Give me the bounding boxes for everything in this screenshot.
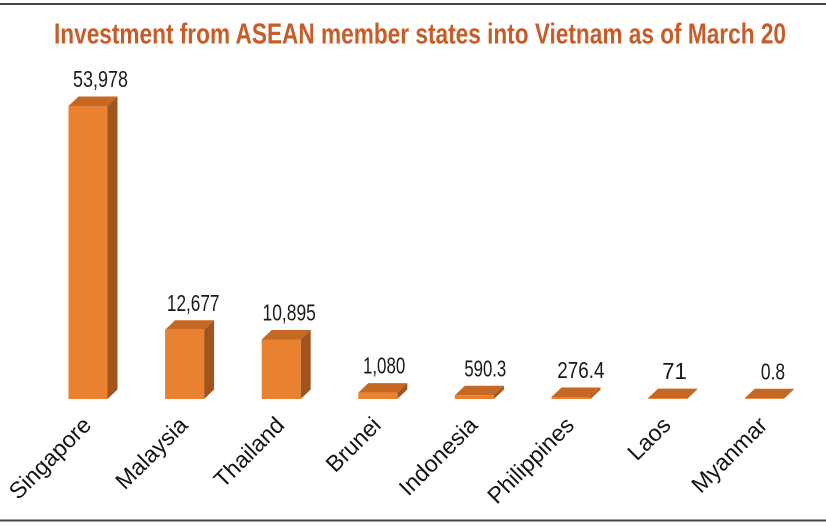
svg-text:10,895: 10,895 — [263, 300, 316, 326]
svg-text:Brunei: Brunei — [320, 412, 385, 477]
svg-text:53,978: 53,978 — [73, 66, 128, 92]
svg-text:Indonesia: Indonesia — [394, 412, 483, 501]
svg-text:12,677: 12,677 — [167, 290, 220, 316]
svg-text:Laos: Laos — [622, 412, 676, 466]
svg-text:71: 71 — [662, 358, 687, 384]
svg-text:Investment from ASEAN member s: Investment from ASEAN member states into… — [54, 19, 786, 51]
svg-text:1,080: 1,080 — [363, 353, 405, 379]
svg-text:Singapore: Singapore — [4, 412, 97, 505]
svg-text:Thailand: Thailand — [208, 412, 289, 493]
svg-text:276.4: 276.4 — [557, 357, 604, 383]
svg-text:Myanmar: Myanmar — [686, 411, 772, 497]
svg-text:590.3: 590.3 — [464, 355, 506, 381]
svg-text:0.8: 0.8 — [761, 358, 785, 384]
svg-text:Malaysia: Malaysia — [110, 412, 193, 495]
svg-text:Philippines: Philippines — [482, 412, 579, 509]
